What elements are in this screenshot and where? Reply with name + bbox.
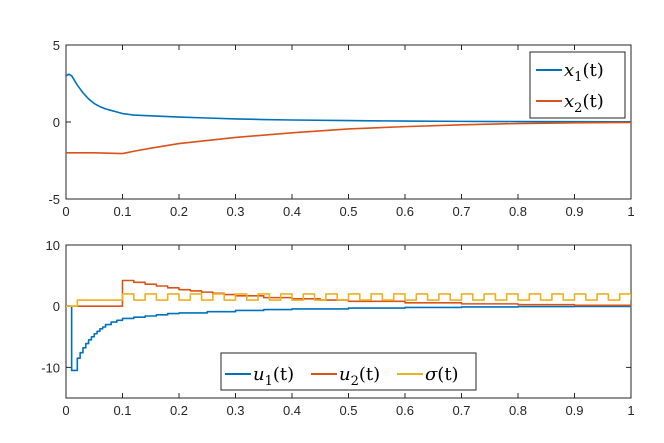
- x-tick-label: 0: [62, 403, 69, 418]
- x-tick-label: 0.6: [396, 403, 414, 418]
- x-tick-label: 0.5: [339, 204, 357, 219]
- x-tick-label: 0.3: [226, 403, 244, 418]
- x-tick-label: 0.1: [113, 403, 131, 418]
- x-tick-label: 0.2: [170, 403, 188, 418]
- x-tick-label: 0.3: [226, 204, 244, 219]
- x-tick-label: 0.4: [283, 403, 301, 418]
- y-tick-label: -10: [41, 360, 60, 375]
- x-tick-label: 0.2: [170, 204, 188, 219]
- y-tick-label: -5: [48, 192, 60, 207]
- x-tick-label: 0.7: [452, 403, 470, 418]
- bottom-axes: 0 0.1 0.2 0.3 0.4 0.5 0.6 0.7 0.8 0.9 1 -10 0 10 u1(t)…: [41, 238, 634, 418]
- legend-label: x2(t): [564, 91, 604, 116]
- x-tick-label: 1: [627, 204, 634, 219]
- legend-label: u1(t): [253, 364, 294, 389]
- legend-box: [220, 352, 477, 391]
- x-tick-label: 0.1: [113, 204, 131, 219]
- y-tick-label: 10: [46, 238, 60, 253]
- x-tick-label: 0.4: [283, 204, 301, 219]
- x-tick-label: 0: [62, 204, 69, 219]
- legend-label: u2(t): [339, 364, 380, 389]
- x-tick-label: 0.6: [396, 204, 414, 219]
- x-tick-label: 1: [627, 403, 634, 418]
- x-tick-label: 0.9: [565, 204, 583, 219]
- x-tick-label: 0.8: [509, 403, 527, 418]
- x-tick-label: 0.7: [452, 204, 470, 219]
- legend: x1(t) x2(t): [529, 51, 626, 119]
- y-tick-label: 0: [53, 115, 60, 130]
- series-line-x1: [66, 73, 631, 123]
- legend-label: σ(t): [425, 364, 459, 385]
- x-tick-label: 0.9: [565, 403, 583, 418]
- legend-label: x1(t): [564, 60, 604, 85]
- legend: u1(t) u2(t) σ(t): [220, 352, 477, 391]
- y-tick-label: 5: [53, 38, 60, 53]
- top-axes: 0 0.1 0.2 0.3 0.4 0.5 0.6 0.7 0.8 0.9 1-505x1(t)x2…: [48, 38, 634, 219]
- series-line-σ: [66, 293, 631, 307]
- y-tick-label: 0: [53, 299, 60, 314]
- x-tick-label: 0.8: [509, 204, 527, 219]
- legend-box: [529, 51, 626, 119]
- x-tick-label: 0.5: [339, 403, 357, 418]
- series-line-x2: [66, 121, 631, 155]
- series-line-u1: [66, 305, 631, 372]
